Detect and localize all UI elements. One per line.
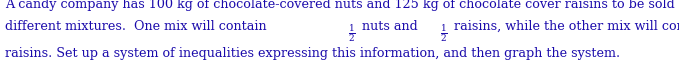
Text: A candy company has 100 kg of chocolate-covered nuts and 125 kg of chocolate cov: A candy company has 100 kg of chocolate-… [5, 0, 679, 11]
Text: $\mathregular{\frac{1}{2}}$: $\mathregular{\frac{1}{2}}$ [348, 22, 356, 44]
Text: raisins, while the other mix will contain: raisins, while the other mix will contai… [450, 20, 679, 33]
Text: nuts and: nuts and [358, 20, 422, 33]
Text: raisins. Set up a system of inequalities expressing this information, and then g: raisins. Set up a system of inequalities… [5, 47, 621, 60]
Text: $\mathregular{\frac{1}{2}}$: $\mathregular{\frac{1}{2}}$ [441, 22, 448, 44]
Text: different mixtures.  One mix will contain: different mixtures. One mix will contain [5, 20, 271, 33]
